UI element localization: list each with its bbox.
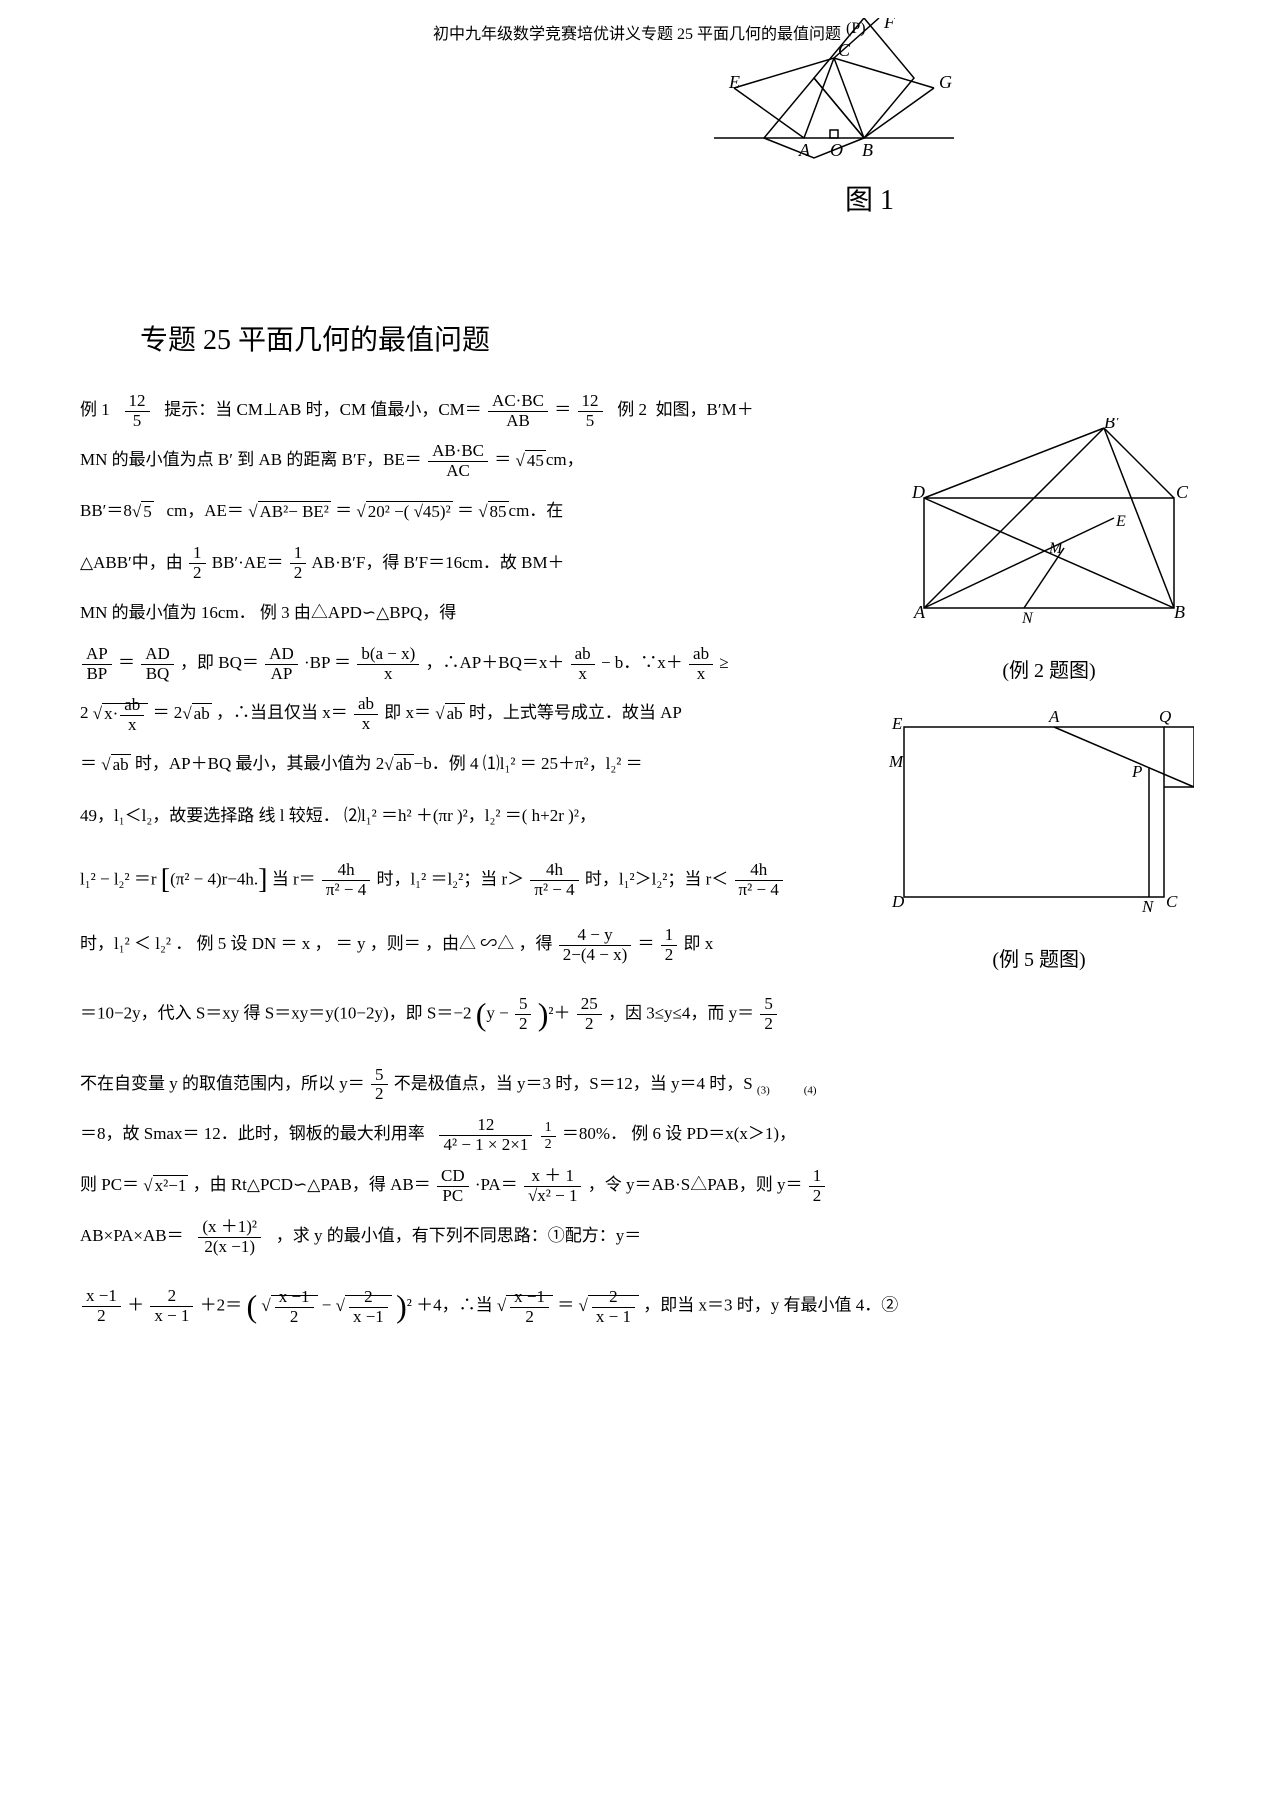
svg-text:F: F [1193, 714, 1194, 733]
svg-text:C: C [1166, 892, 1178, 911]
svg-text:A: A [1048, 707, 1060, 726]
line-13: 不在自变量 y 的取值范围内，所以 y＝ 52 不是极值点，当 y＝3 时，S＝… [80, 1062, 1194, 1106]
figure-ex5-caption: (例 5 题图) [884, 934, 1194, 986]
figure-1-label: 图 1 [845, 178, 894, 218]
svg-text:P: P [1131, 762, 1142, 781]
line-15: 则 PC＝ x²−1 ，由 Rt△PCD∽△PAB，得 AB＝ CDPC ·PA… [80, 1163, 1194, 1208]
svg-text:N: N [1141, 897, 1155, 916]
figure-ex2: A B C D B' M N E (例 2 题图) [904, 418, 1194, 697]
svg-text:(P): (P) [846, 20, 866, 37]
svg-text:M: M [1048, 540, 1064, 557]
line-17: x −12 ＋ 2x − 1 ＋2＝ ( x −12 − 2x −1 )² ＋4… [80, 1265, 1194, 1348]
svg-text:E: E [1115, 513, 1126, 530]
top-figure-area: E F G A O B C (P) 图 1 [80, 48, 1194, 228]
svg-text:C: C [838, 40, 851, 60]
svg-text:N: N [1021, 610, 1034, 627]
figure-ex2-caption: (例 2 题图) [904, 645, 1194, 697]
svg-text:G: G [939, 72, 952, 92]
svg-text:E: E [891, 714, 903, 733]
line-16: AB×PA×AB＝ (x ＋1)²2(x −1) ，求 y 的最小值，有下列不同… [80, 1214, 1194, 1258]
svg-text:B': B' [1104, 418, 1120, 432]
document-body: A B C D B' M N E (例 2 题图) 例 1 125 提示：当 C… [80, 388, 1194, 1348]
svg-text:M: M [888, 752, 904, 771]
svg-text:Q: Q [1159, 707, 1171, 726]
svg-text:C: C [1176, 482, 1189, 502]
figure-1-diagram: E F G A O B C (P) [704, 18, 964, 168]
svg-text:O: O [830, 140, 843, 160]
svg-text:B: B [862, 140, 873, 160]
page-header: 初中九年级数学竞赛培优讲义专题 25 平面几何的最值问题 [80, 20, 1194, 44]
svg-text:A: A [913, 602, 926, 622]
svg-text:F: F [883, 18, 896, 32]
svg-text:A: A [798, 140, 811, 160]
svg-text:D: D [891, 892, 905, 911]
svg-text:E: E [728, 72, 740, 92]
svg-text:D: D [911, 482, 925, 502]
figure-ex5: E A Q F M P B D N C (例 5 题图) [884, 707, 1194, 986]
line-14: ＝8，故 Smax＝ 12．此时，钢板的最大利用率 124² − 1 × 2×1… [80, 1112, 1194, 1157]
page-title: 专题 25 平面几何的最值问题 [140, 318, 1194, 358]
svg-text:B: B [1174, 602, 1185, 622]
